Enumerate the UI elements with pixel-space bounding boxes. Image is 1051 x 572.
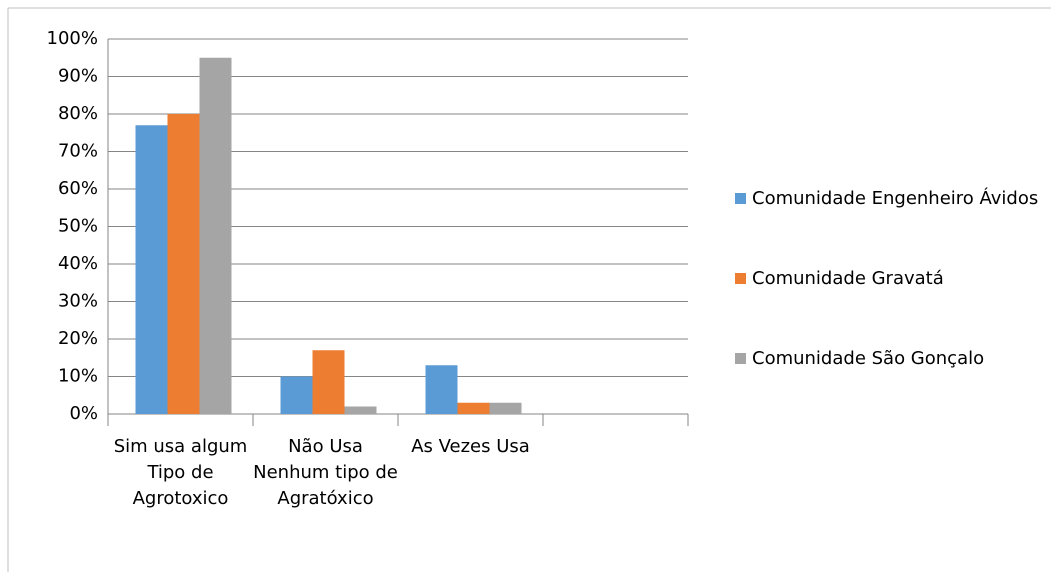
bar — [457, 402, 490, 414]
y-tick-label: 50% — [58, 216, 98, 237]
bar — [425, 365, 458, 414]
y-tick-label: 100% — [47, 28, 98, 49]
bar — [489, 402, 522, 414]
y-tick-label: 40% — [58, 253, 98, 274]
bar — [135, 125, 168, 414]
y-tick-label: 0% — [69, 403, 98, 424]
bar — [280, 376, 313, 414]
bar — [344, 406, 377, 414]
legend-swatch — [735, 193, 746, 204]
x-tick-label: Sim usa algum Tipo de Agrotoxico — [113, 436, 248, 509]
bar — [167, 114, 200, 414]
bar — [312, 350, 345, 414]
bar — [199, 57, 232, 414]
legend-label: Comunidade São Gonçalo — [752, 348, 985, 369]
y-tick-label: 70% — [58, 141, 98, 162]
legend-swatch — [735, 353, 746, 364]
legend-label: Comunidade Engenheiro Ávidos — [752, 188, 1039, 209]
x-tick-label: Não Usa Nenhum tipo de Agratóxico — [253, 436, 398, 509]
y-tick-label: 30% — [58, 291, 98, 312]
legend-swatch — [735, 273, 746, 284]
y-tick-label: 10% — [58, 366, 98, 387]
x-tick-label: As Vezes Usa — [411, 436, 530, 457]
y-tick-label: 90% — [58, 66, 98, 87]
y-tick-label: 60% — [58, 178, 98, 199]
legend-label: Comunidade Gravatá — [752, 268, 944, 289]
y-tick-label: 80% — [58, 103, 98, 124]
y-tick-label: 20% — [58, 328, 98, 349]
